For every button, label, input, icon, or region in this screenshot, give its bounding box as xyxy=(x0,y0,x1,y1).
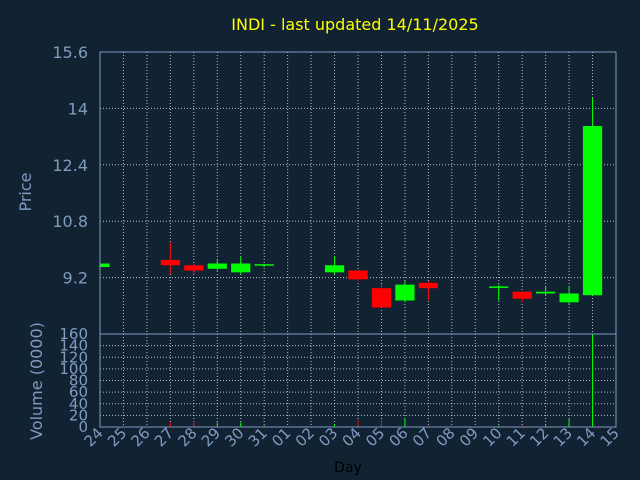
candle-10 xyxy=(489,284,509,301)
candle-body xyxy=(348,270,368,280)
candle-body xyxy=(418,282,438,289)
candle-05 xyxy=(371,284,392,308)
price-tick-label: 10.8 xyxy=(52,212,88,231)
candle-body xyxy=(160,259,180,266)
candle-body xyxy=(184,265,204,271)
candle-body xyxy=(324,265,345,273)
price-tick-labels: 15.6 14 12.4 10.8 9.2 xyxy=(52,43,88,288)
volume-tick-label: 120 xyxy=(59,348,88,366)
volume-tick-label: 80 xyxy=(69,372,88,390)
candle-body xyxy=(536,291,556,294)
chart-title: INDI - last updated 14/11/2025 xyxy=(231,15,478,34)
candle-29 xyxy=(207,259,227,271)
x-tick-labels: 2425262728293031010203040506070809101112… xyxy=(81,424,623,450)
volume-axis-label: Volume (0000) xyxy=(27,322,46,440)
candle-12 xyxy=(536,286,556,296)
volume-tick-label: 20 xyxy=(69,406,88,424)
volume-gridlines xyxy=(99,334,617,427)
candle-31 xyxy=(254,264,274,268)
volume-plot-frame xyxy=(99,333,617,428)
candle-body xyxy=(207,263,227,269)
volume-tick-label: 160 xyxy=(59,325,88,343)
candle-11 xyxy=(512,291,532,303)
candle-body xyxy=(395,284,415,301)
candle-body xyxy=(100,263,110,268)
candle-body xyxy=(254,264,274,266)
price-axis-label: Price xyxy=(16,172,35,211)
candle-27 xyxy=(160,242,180,275)
volume-tick-label: 40 xyxy=(69,395,88,413)
candle-body xyxy=(371,288,392,308)
volume-tick-label: 100 xyxy=(59,360,88,378)
price-tick-label: 12.4 xyxy=(52,156,88,175)
price-tick-label: 14 xyxy=(68,99,88,118)
candle-body xyxy=(231,263,251,273)
candle-04 xyxy=(348,270,368,282)
candle-03 xyxy=(324,256,345,275)
price-tick-label: 9.2 xyxy=(63,269,88,288)
candle-body xyxy=(582,126,603,296)
volume-tick-label: 60 xyxy=(69,383,88,401)
candle-body xyxy=(512,291,532,299)
candle-07 xyxy=(418,281,438,301)
candle-body xyxy=(559,293,579,303)
candle-06 xyxy=(395,281,415,303)
volume-tick-label: 140 xyxy=(59,337,88,355)
candle-30 xyxy=(231,256,251,275)
price-tick-label: 15.6 xyxy=(52,43,88,62)
candle-body xyxy=(489,286,509,288)
candlesticks xyxy=(99,97,603,308)
x-axis-label: Day xyxy=(334,460,362,476)
candle-28 xyxy=(184,263,204,275)
volume-bars xyxy=(169,334,594,427)
candle-14 xyxy=(582,97,603,296)
candle-13 xyxy=(559,286,579,305)
volume-tick-label: 0 xyxy=(78,418,88,436)
